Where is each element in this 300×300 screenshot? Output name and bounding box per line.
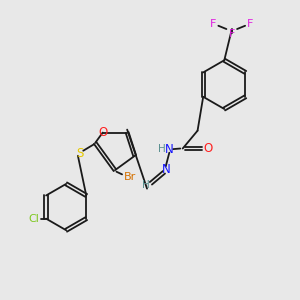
Text: F: F xyxy=(229,29,236,39)
Text: N: N xyxy=(165,142,174,156)
Text: H: H xyxy=(158,144,166,154)
Text: H: H xyxy=(142,180,149,190)
Text: O: O xyxy=(203,142,213,155)
Text: Cl: Cl xyxy=(28,214,39,224)
Text: N: N xyxy=(161,163,170,176)
Text: F: F xyxy=(247,19,253,29)
Text: F: F xyxy=(210,19,217,29)
Text: O: O xyxy=(98,126,107,139)
Text: Br: Br xyxy=(124,172,136,182)
Text: S: S xyxy=(76,147,84,160)
